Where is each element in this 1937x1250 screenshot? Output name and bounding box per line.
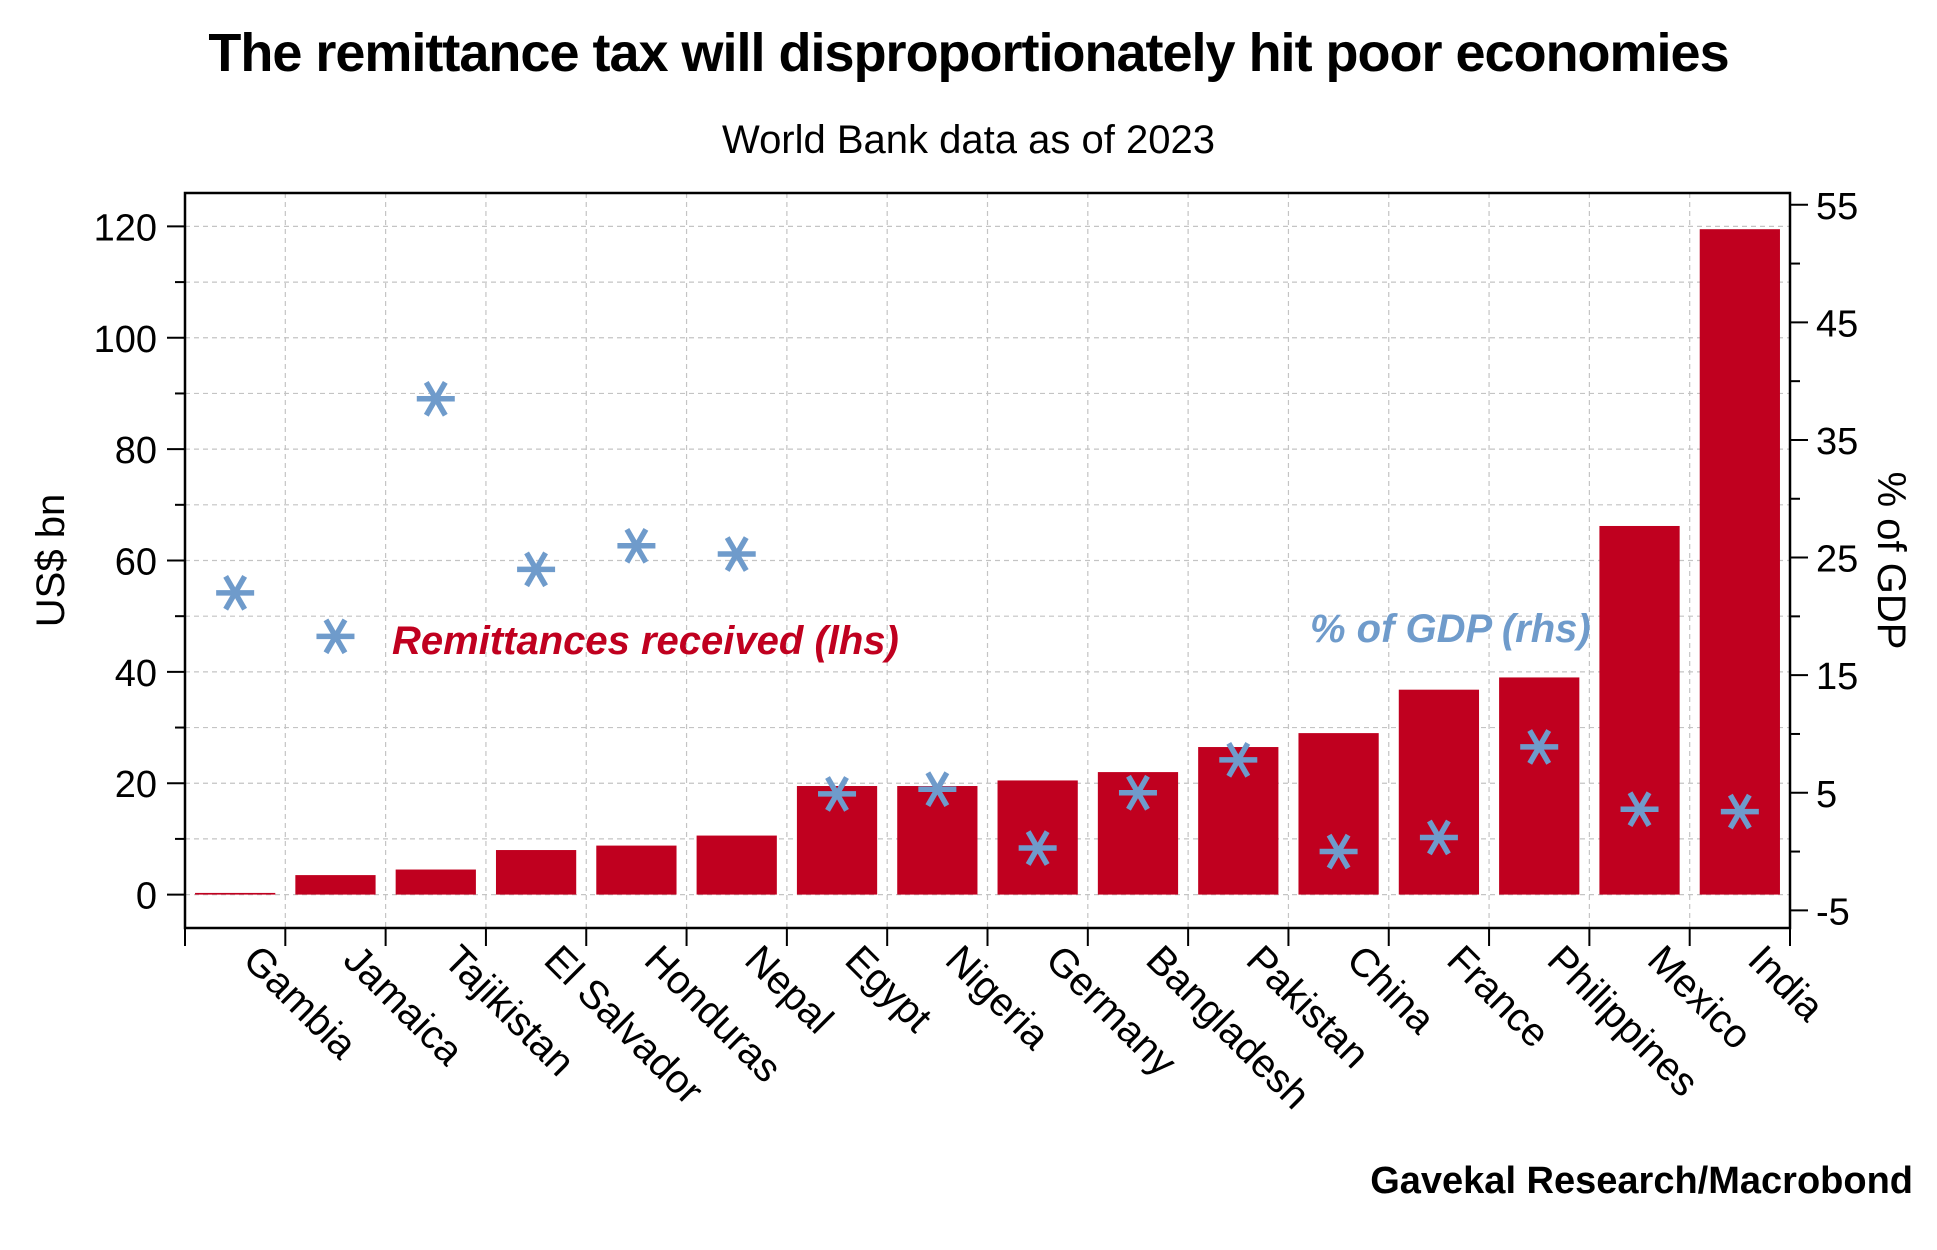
data-point [1620,791,1659,828]
data-point [1419,819,1458,856]
y-tick-label-right: -5 [1816,891,1850,933]
bar [1599,525,1680,895]
chart-title: The remittance tax will disproportionate… [208,23,1729,83]
chart-subtitle: World Bank data as of 2023 [722,118,1215,162]
data-point [1018,830,1057,866]
bar [1699,229,1780,895]
bar [897,786,978,895]
data-point [717,536,756,572]
y-axis-label-right: % of GDP [1869,472,1913,650]
data-point [918,771,957,808]
y-tick-label-left: 120 [94,207,157,249]
bar [596,845,677,895]
data-point [1520,729,1559,765]
y-tick-label-right: 35 [1816,421,1858,463]
y-tick-label-left: 60 [115,542,157,584]
data-point [216,575,255,611]
chart-source: Gavekal Research/Macrobond [1370,1160,1913,1202]
y-axis-label-left: US$ bn [29,494,73,627]
data-point [1720,793,1759,830]
data-point [1319,833,1358,870]
annotation-bars: Remittances received (lhs) [392,619,899,663]
y-tick-label-right: 45 [1816,303,1858,345]
y-tick-label-left: 40 [115,653,157,695]
bar [495,850,577,895]
bar [1499,677,1580,895]
data-point [818,776,857,812]
bar [997,780,1078,895]
data-point [316,618,355,655]
data-point [617,527,656,564]
data-point [1219,742,1258,778]
bar [1198,747,1279,895]
x-tick-label: Egypt [837,937,940,1040]
bar [195,892,276,895]
annotation-points: % of GDP (rhs) [1310,607,1591,651]
y-tick-label-left: 20 [115,764,157,806]
bar [395,869,476,895]
y-tick-label-left: 80 [115,430,157,472]
y-tick-label-right: 55 [1816,186,1858,228]
y-tick-label-right: 5 [1816,774,1837,816]
bar [1298,733,1379,895]
bar [696,835,777,895]
y-tick-label-left: 0 [136,876,157,918]
bar [796,786,878,895]
data-point [416,380,455,417]
data-point [517,551,556,588]
bar [1398,689,1480,895]
x-tick-label: India [1739,937,1832,1030]
x-tick-label: France [1439,937,1558,1056]
y-tick-label-right: 15 [1816,656,1858,698]
y-tick-label-left: 100 [94,319,157,361]
data-point [1118,774,1157,811]
y-tick-label-right: 25 [1816,539,1858,581]
bar [295,875,376,895]
x-tick-label: Nigeria [937,937,1058,1058]
